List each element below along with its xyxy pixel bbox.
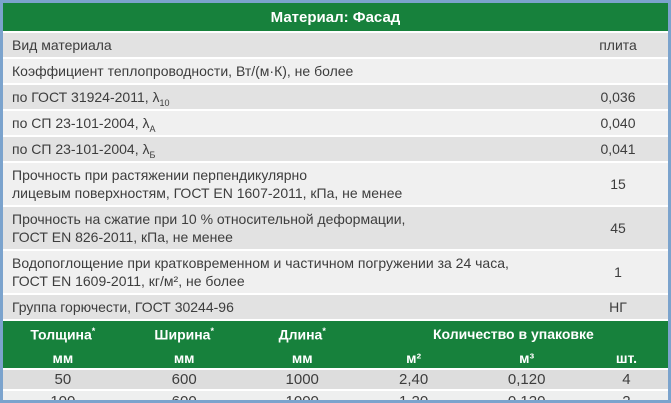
- unit-m3: м³: [468, 347, 585, 369]
- lambda-subscript: А: [149, 123, 156, 134]
- unit-pcs: шт.: [584, 347, 668, 369]
- cell-thickness: 50: [3, 368, 123, 390]
- lambda-subscript: 10: [159, 97, 170, 108]
- size-row-100mm: 100 600 1000 1,20 0,120 2: [3, 389, 668, 400]
- spec-label: Водопоглощение при кратковременном и час…: [12, 255, 509, 271]
- spec-row-lambda-10: по ГОСТ 31924-2011, λ10 0,036: [3, 85, 668, 111]
- spec-row-compressive-strength: Прочность на сжатие при 10 % относительн…: [3, 207, 668, 251]
- cell-length: 1000: [245, 389, 359, 400]
- spec-value: 45: [610, 220, 626, 236]
- spec-row-lambda-b: по СП 23-101-2004, λБ 0,041: [3, 137, 668, 163]
- cell-area: 1,20: [358, 389, 469, 400]
- cell-width: 600: [122, 368, 246, 390]
- unit-mm: мм: [3, 347, 123, 369]
- cell-length: 1000: [245, 368, 359, 390]
- spec-row-lambda-a: по СП 23-101-2004, λА 0,040: [3, 111, 668, 137]
- panel-title: Материал: Фасад: [3, 3, 668, 33]
- spec-value: 0,040: [600, 115, 636, 131]
- spec-value: 1: [614, 264, 622, 280]
- cell-volume: 0,120: [468, 368, 585, 390]
- spec-label: Группа горючести, ГОСТ 30244-96: [12, 299, 234, 315]
- spec-row-tensile-strength: Прочность при растяжении перпендикулярно…: [3, 163, 668, 207]
- cell-area: 2,40: [358, 368, 469, 390]
- spec-row-water-absorption: Водопоглощение при кратковременном и час…: [3, 251, 668, 295]
- size-table: Толщина* Ширина* Длина* Количество в упа…: [3, 321, 668, 400]
- spec-value: НГ: [609, 299, 627, 315]
- cell-thickness: 100: [3, 389, 123, 400]
- col-header-length: Длина*: [245, 321, 359, 347]
- cell-width: 600: [122, 389, 246, 400]
- unit-mm: мм: [122, 347, 246, 369]
- size-row-50mm: 50 600 1000 2,40 0,120 4: [3, 368, 668, 390]
- unit-m2: м²: [358, 347, 469, 369]
- spec-label: Прочность на сжатие при 10 % относительн…: [12, 211, 406, 227]
- spec-row-thermal-conductivity-header: Коэффициент теплопроводности, Вт/(м·К), …: [3, 59, 668, 85]
- lambda-subscript: Б: [149, 149, 156, 160]
- spec-label-line2: ГОСТ EN 826-2011, кПа, не менее: [12, 229, 233, 245]
- spec-label-line2: лицевым поверхностям, ГОСТ EN 1607-2011,…: [12, 185, 403, 201]
- size-table-units-row: мм мм мм м² м³ шт.: [3, 347, 668, 369]
- spec-value: 0,041: [600, 141, 636, 157]
- spec-label: Вид материала: [12, 37, 112, 53]
- spec-label-line2: ГОСТ EN 1609-2011, кг/м², не более: [12, 273, 245, 289]
- col-header-thickness: Толщина*: [3, 321, 123, 347]
- spec-row-material-type: Вид материала плита: [3, 33, 668, 59]
- spec-label: Коэффициент теплопроводности, Вт/(м·К), …: [12, 63, 354, 79]
- cell-volume: 0,120: [468, 389, 585, 400]
- col-header-quantity-per-pack: Количество в упаковке: [358, 321, 668, 347]
- size-table-header-row: Толщина* Ширина* Длина* Количество в упа…: [3, 321, 668, 347]
- spec-value: 15: [610, 176, 626, 192]
- col-header-width: Ширина*: [122, 321, 246, 347]
- spec-value: плита: [599, 37, 637, 53]
- spec-label: по СП 23-101-2004, λ: [12, 141, 150, 157]
- spec-table: Вид материала плита Коэффициент теплопро…: [3, 33, 668, 321]
- spec-row-flammability: Группа горючести, ГОСТ 30244-96 НГ: [3, 295, 668, 321]
- cell-pieces: 2: [584, 389, 668, 400]
- spec-label: по СП 23-101-2004, λ: [12, 115, 150, 131]
- spec-label: по ГОСТ 31924-2011, λ: [12, 89, 160, 105]
- unit-mm: мм: [245, 347, 359, 369]
- footnote-mark: *: [322, 325, 326, 336]
- footnote-mark: *: [210, 325, 214, 336]
- spec-value: 0,036: [600, 89, 636, 105]
- spec-label: Прочность при растяжении перпендикулярно: [12, 167, 308, 183]
- footnote-mark: *: [91, 325, 96, 336]
- cell-pieces: 4: [584, 368, 668, 390]
